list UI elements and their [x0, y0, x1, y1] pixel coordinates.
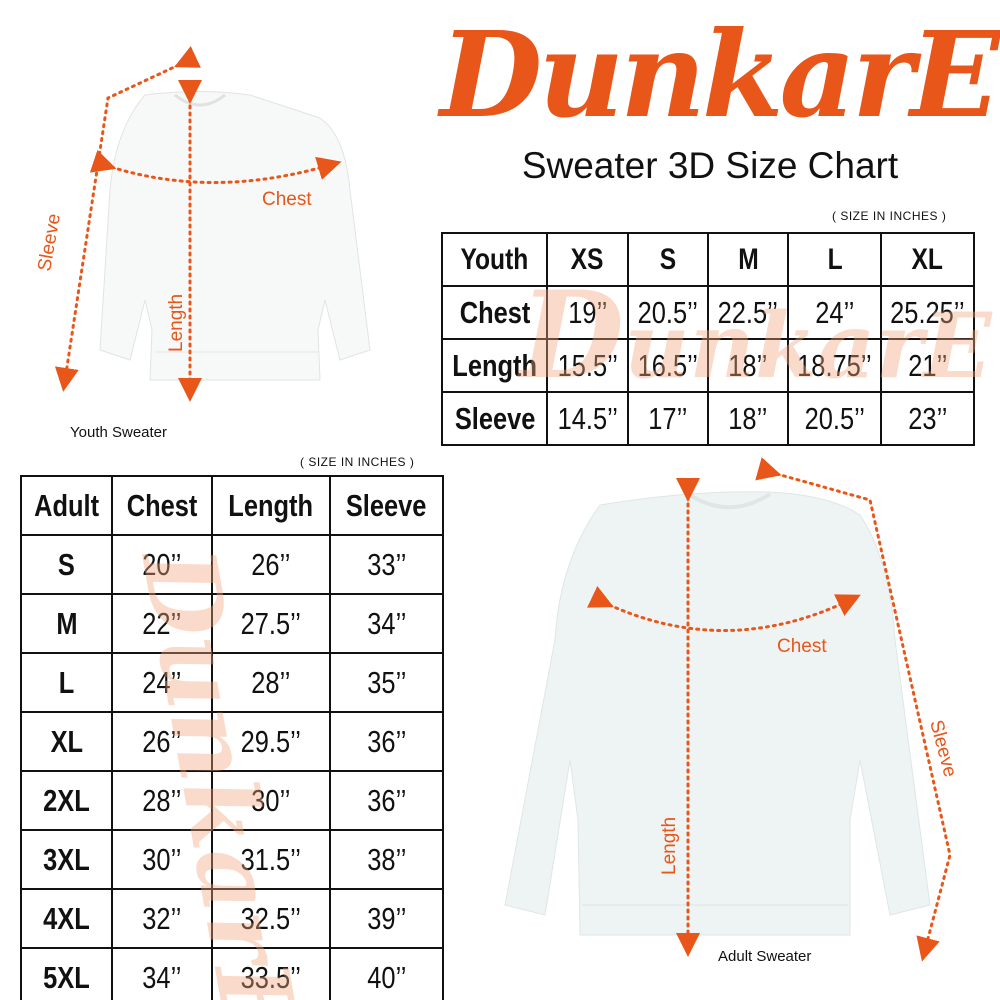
table-cell: 29.5’’ [240, 723, 302, 759]
table-row: M 22’’ 27.5’’ 34’’ [19, 593, 444, 654]
header-cell: Length [228, 487, 314, 523]
row-label: Chest [459, 294, 530, 330]
row-label: 3XL [43, 841, 91, 877]
table-cell: 32.5’’ [240, 900, 302, 936]
header-cell: S [659, 242, 677, 276]
table-header-row: Youth XS S M L XL [440, 232, 975, 287]
row-label: M [56, 605, 78, 641]
table-cell: 23’’ [908, 400, 948, 436]
table-cell: 18.75’’ [797, 347, 873, 383]
youth-chest-label: Chest [262, 189, 312, 210]
table-cell: 25.25’’ [890, 294, 965, 330]
table-cell: 20.5’’ [804, 400, 865, 436]
table-cell: 33’’ [366, 546, 407, 582]
table-row: 5XL 34’’ 33.5’’ 40’’ [19, 947, 444, 1000]
table-cell: 20’’ [142, 546, 182, 582]
adult-size-table: Adult Chest Length Sleeve S 20’’ 26’’ 33’’ M 22’’… [19, 475, 444, 1000]
table-cell: 26’’ [251, 546, 291, 582]
table-cell: 40’’ [366, 959, 407, 995]
table-cell: 35’’ [366, 664, 407, 700]
youth-sweater-caption: Youth Sweater [70, 424, 168, 441]
row-label: 5XL [43, 959, 91, 995]
adult-sweater-image [504, 491, 931, 936]
header-cell: M [737, 242, 759, 276]
table-cell: 36’’ [366, 723, 407, 759]
adult-sleeve-arrow [755, 457, 952, 962]
table-cell: 28’’ [142, 782, 182, 818]
youth-length-label: Length [166, 294, 187, 352]
table-cell: 31.5’’ [240, 841, 302, 877]
row-label: XL [50, 723, 83, 759]
table-row: XL 26’’ 29.5’’ 36’’ [19, 711, 444, 772]
table-cell: 24’’ [142, 664, 182, 700]
table-header-row: Adult Chest Length Sleeve [19, 475, 444, 536]
row-label: S [58, 546, 76, 582]
table-cell: 14.5’’ [557, 400, 618, 436]
table-row: 4XL 32’’ 32.5’’ 39’’ [19, 888, 444, 949]
table-cell: 17’’ [648, 400, 688, 436]
header-cell: XS [571, 242, 604, 276]
table-row: Chest 19’’ 20.5’’ 22.5’’ 24’’ 25.25’’ [440, 285, 975, 340]
header-cell: Adult [34, 487, 100, 523]
table-cell: 39’’ [366, 900, 407, 936]
table-cell: 18’’ [728, 400, 768, 436]
table-cell: 24’’ [815, 294, 855, 330]
youth-sleeve-label: Sleeve [34, 212, 65, 273]
table-cell: 16.5’’ [637, 347, 699, 383]
table-cell: 32’’ [142, 900, 182, 936]
table-cell: 30’’ [142, 841, 182, 877]
table-cell: 20.5’’ [637, 294, 699, 330]
table-row: L 24’’ 28’’ 35’’ [19, 652, 444, 713]
table-cell: 33.5’’ [240, 959, 302, 995]
header-cell: Youth [460, 242, 529, 276]
table-cell: 34’’ [142, 959, 182, 995]
page-title: Sweater 3D Size Chart [521, 145, 899, 186]
brand-logo: DunkarE [440, 5, 1000, 144]
table-cell: 18’’ [728, 347, 768, 383]
table-cell: 30’’ [251, 782, 291, 818]
youth-units-note: ( SIZE IN INCHES ) [832, 209, 947, 223]
adult-sweater-caption: Adult Sweater [718, 948, 812, 965]
table-cell: 28’’ [251, 664, 291, 700]
table-cell: 36’’ [366, 782, 407, 818]
table-cell: 34’’ [366, 605, 407, 641]
row-label: Sleeve [454, 400, 535, 436]
row-label: 2XL [43, 782, 91, 818]
table-cell: 38’’ [366, 841, 407, 877]
row-label: Length [452, 347, 538, 383]
table-cell: 19’’ [567, 294, 608, 330]
adult-chest-label: Chest [777, 636, 827, 657]
adult-units-note: ( SIZE IN INCHES ) [300, 455, 415, 469]
row-label: L [58, 664, 75, 700]
youth-sweater-image [99, 91, 371, 381]
table-cell: 26’’ [142, 723, 182, 759]
row-label: 4XL [43, 900, 91, 936]
youth-sleeve-arrow [54, 46, 201, 392]
table-cell: 22.5’’ [718, 294, 779, 330]
table-cell: 21’’ [908, 347, 948, 383]
header-cell: Chest [126, 487, 198, 523]
table-cell: 27.5’’ [240, 605, 302, 641]
header-cell: Sleeve [346, 487, 427, 523]
table-cell: 22’’ [142, 605, 182, 641]
table-cell: 15.5’’ [557, 347, 618, 383]
header-cell: XL [911, 242, 944, 276]
adult-chest-arrow [587, 586, 861, 632]
table-row: 2XL 28’’ 30’’ 36’’ [19, 770, 444, 831]
adult-length-label: Length [659, 817, 680, 875]
table-row: Length 15.5’’ 16.5’’ 18’’ 18.75’’ 21’’ [440, 338, 975, 393]
table-row: S 20’’ 26’’ 33’’ [19, 534, 444, 595]
table-row: 3XL 30’’ 31.5’’ 38’’ [19, 829, 444, 890]
table-row: Sleeve 14.5’’ 17’’ 18’’ 20.5’’ 23’’ [440, 391, 975, 446]
header-cell: L [827, 242, 843, 276]
youth-size-table: Youth XS S M L XL Chest 19’’ 20.5’’ 22.5… [440, 232, 975, 446]
